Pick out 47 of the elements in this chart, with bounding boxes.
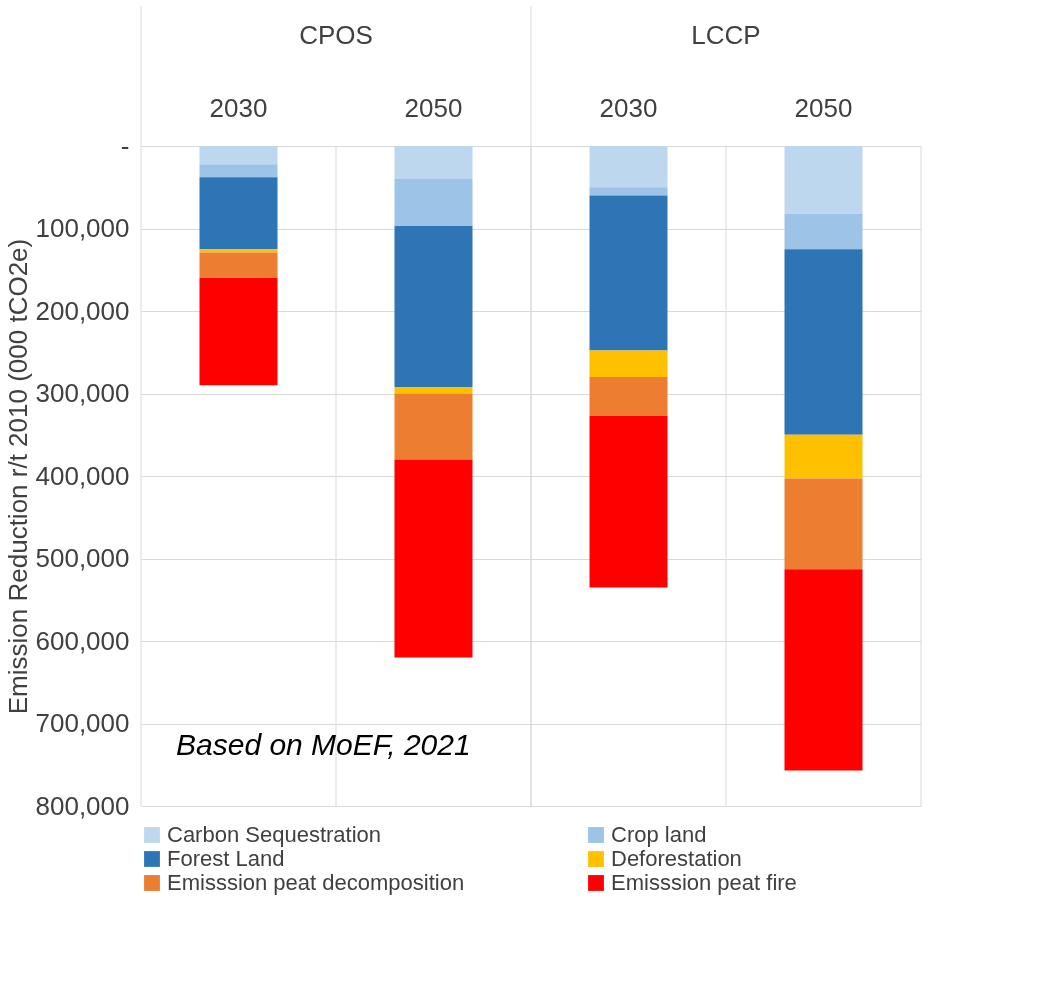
bar xyxy=(589,415,668,588)
bar xyxy=(784,478,863,570)
legend-label: Emisssion peat fire xyxy=(611,870,797,895)
bar xyxy=(784,146,863,214)
bar xyxy=(199,249,278,253)
bar xyxy=(199,146,278,165)
bar xyxy=(589,195,668,351)
legend-label: Emisssion peat decomposition xyxy=(167,870,465,895)
bar xyxy=(394,179,473,227)
legend-label: Crop land xyxy=(611,822,707,847)
legend-label: Deforestation xyxy=(611,846,742,871)
bar xyxy=(394,146,473,179)
bar xyxy=(199,164,278,178)
y-tick-label: 800,000 xyxy=(35,790,130,821)
y-tick-label: 700,000 xyxy=(35,708,130,738)
y-tick-label: 500,000 xyxy=(35,543,130,573)
legend-label: Forest Land xyxy=(167,846,285,871)
y-tick-label: - xyxy=(120,130,130,161)
bar xyxy=(199,177,278,250)
bar xyxy=(784,569,863,771)
x-tick-label: 2050 xyxy=(794,92,853,123)
y-tick-label: 600,000 xyxy=(35,625,130,656)
bar xyxy=(589,350,668,377)
bar xyxy=(784,213,863,250)
bar xyxy=(394,459,473,658)
bar xyxy=(589,187,668,196)
y-tick-label: 100,000 xyxy=(35,213,130,243)
annotation: Based on MoEF, 2021 xyxy=(176,728,471,761)
bar xyxy=(199,278,278,386)
x-tick-label: 2030 xyxy=(599,92,658,123)
bar xyxy=(784,249,863,435)
y-tick-label: 300,000 xyxy=(35,378,130,408)
bar xyxy=(784,434,863,479)
bar xyxy=(394,226,473,387)
text: CPOS xyxy=(299,20,373,50)
bar xyxy=(589,377,668,416)
text: LCCP xyxy=(691,20,761,50)
bar xyxy=(394,386,473,394)
bar xyxy=(589,146,668,188)
y-tick-label: 200,000 xyxy=(35,295,130,326)
x-tick-label: 2030 xyxy=(209,92,268,123)
legend-label: Carbon Sequestration xyxy=(167,822,382,847)
bar xyxy=(394,393,473,460)
x-tick-label: 2050 xyxy=(404,92,463,123)
y-axis-title: Emission Reduction r/t 2010 (000 tCO2e) xyxy=(2,238,33,715)
y-tick-label: 400,000 xyxy=(35,460,130,491)
bar xyxy=(199,252,278,278)
